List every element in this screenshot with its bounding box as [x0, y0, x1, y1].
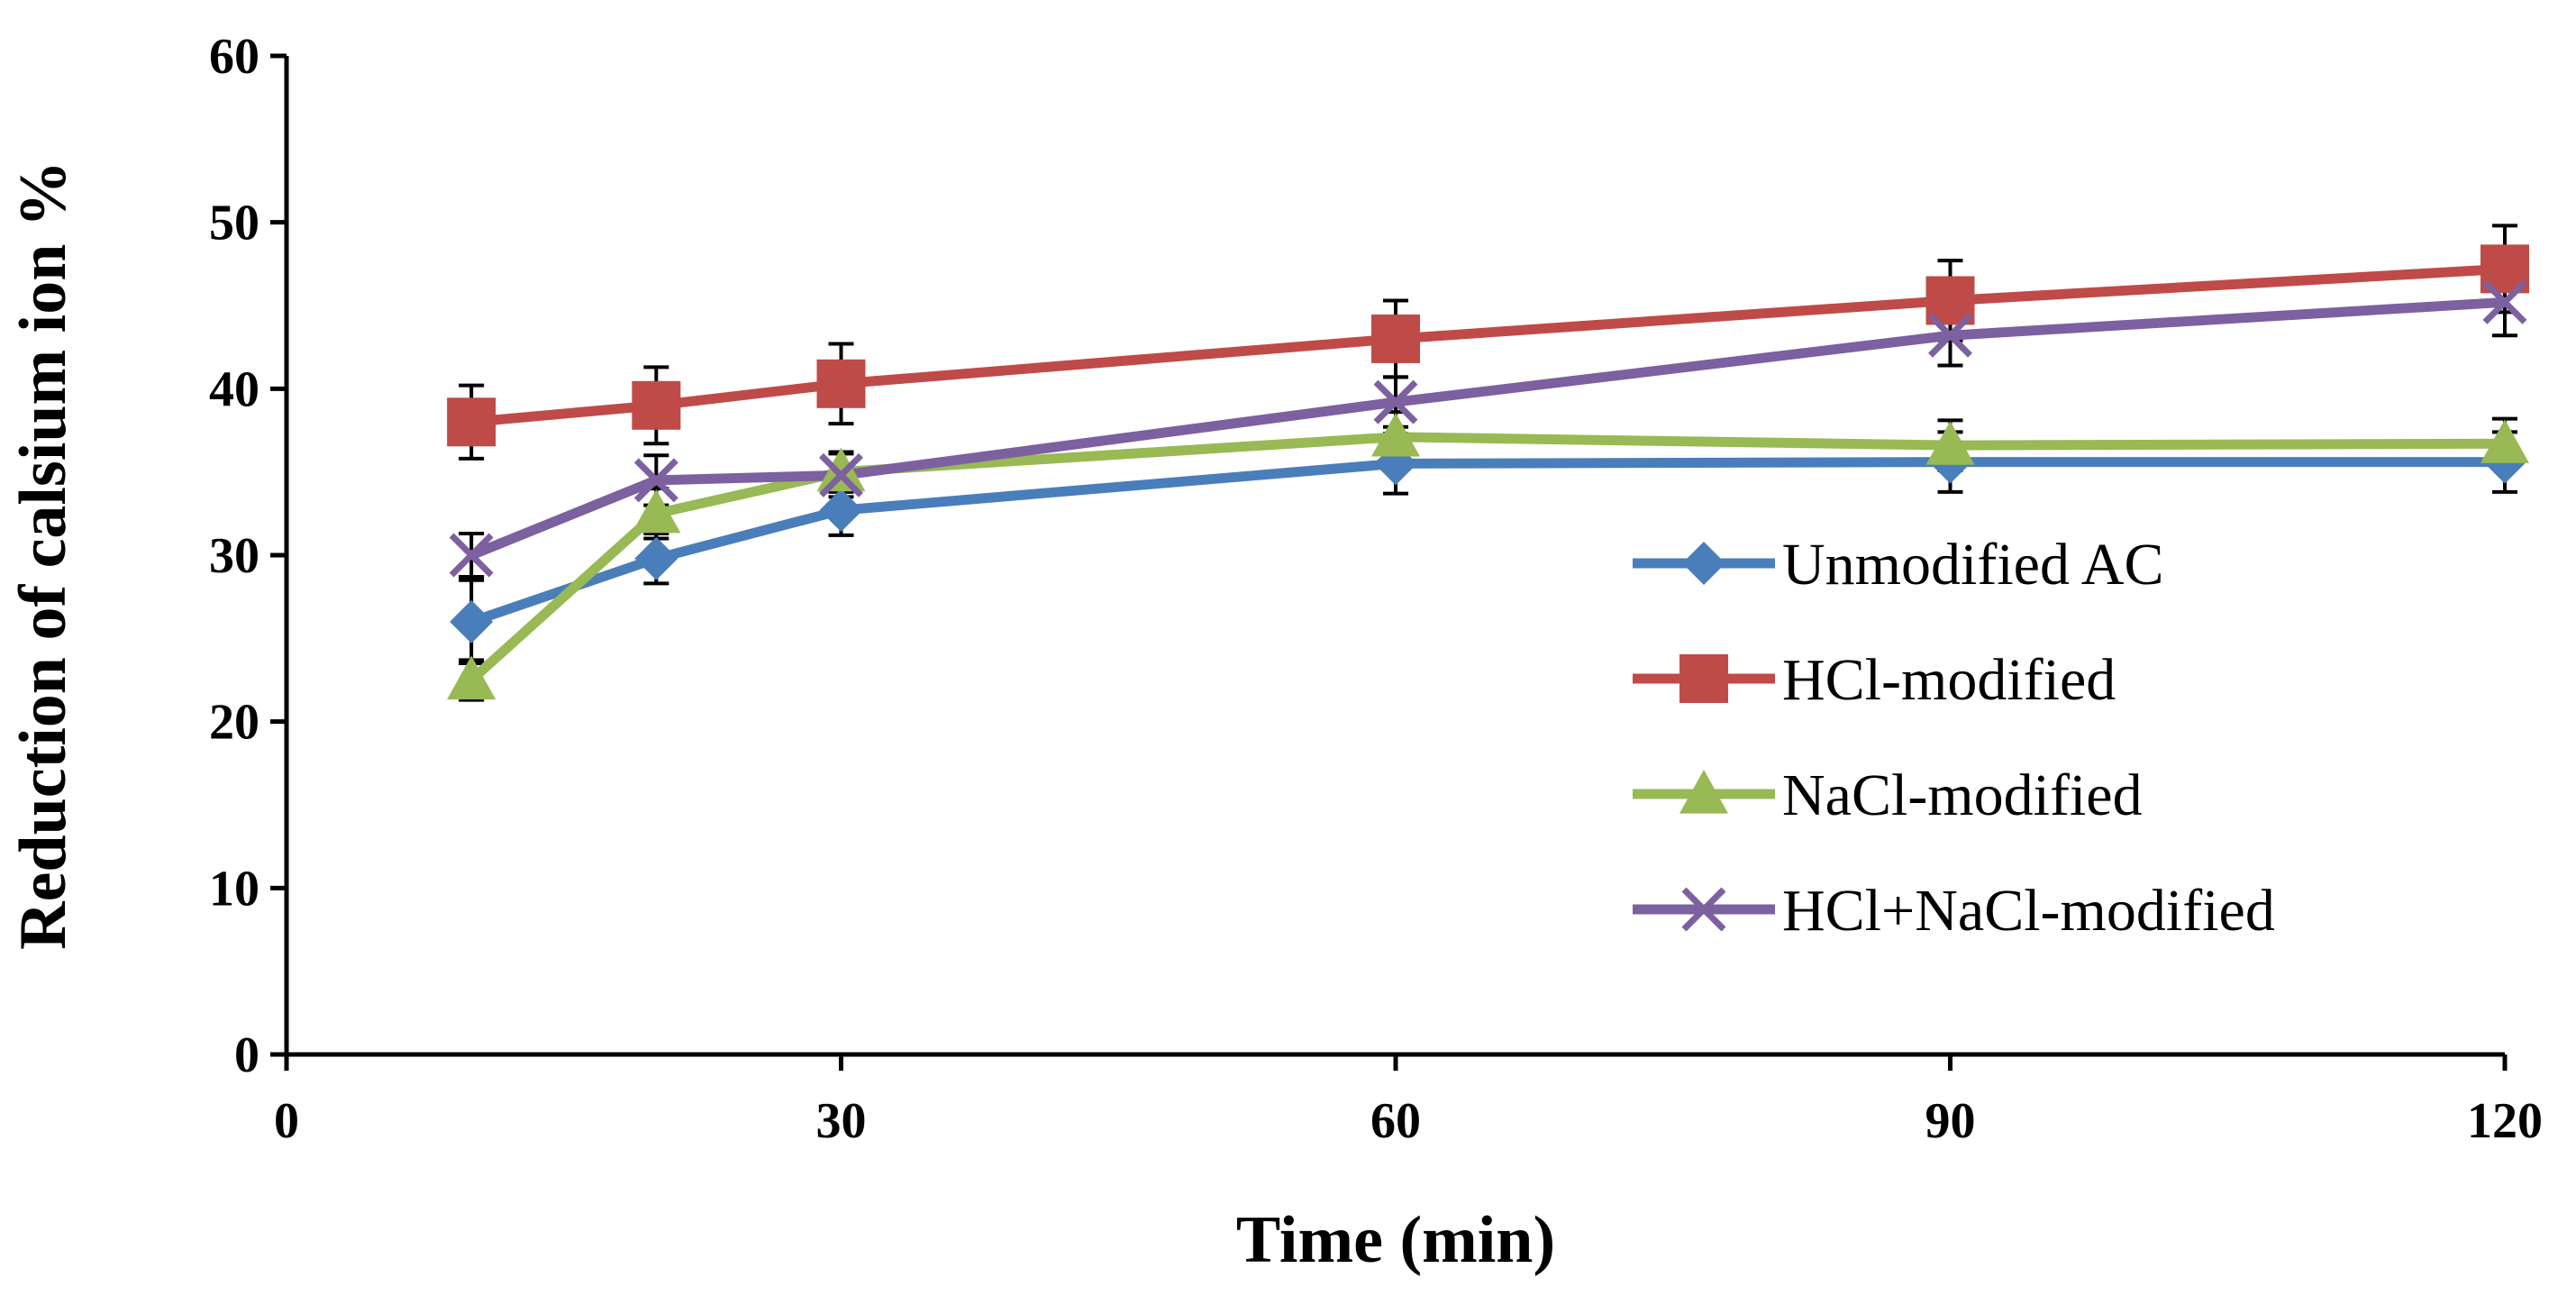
series-line-nacl-modified: [468, 432, 2506, 684]
data-point-hcl-modified: [1371, 314, 1420, 363]
data-point-hcl-modified: [816, 359, 866, 408]
legend: Unmodified AC HCl-modified NaCl-modified HC…: [1633, 532, 2275, 944]
legend-label: HCl+NaCl-modified: [1782, 878, 2275, 944]
y-axis-title: Reduction of calsium ion %: [6, 160, 80, 950]
x-axis-title: Time (min): [1236, 1203, 1555, 1277]
data-point-nacl-modified: [816, 447, 866, 492]
series-line-hcl-modified: [470, 263, 2506, 427]
data-point-hcl-modified: [632, 380, 681, 430]
data-point-unmodified-ac: [1374, 442, 1417, 486]
data-point-hcl-nacl-modified: [819, 452, 863, 497]
data-point-hcl-nacl-modified-stroke: [819, 452, 863, 497]
legend-item-nacl-modified: NaCl-modified: [1633, 762, 2143, 828]
data-point-unmodified-ac: [450, 599, 494, 643]
y-tick-label: 20: [209, 695, 259, 751]
data-point-hcl-nacl-modified-stroke: [2482, 279, 2527, 324]
legend-item-unmodified-ac: Unmodified AC: [1633, 532, 2164, 598]
data-point-hcl-nacl-modified-stroke: [449, 533, 494, 578]
y-tick-label: 60: [209, 29, 259, 85]
x-tick-label: 0: [274, 1093, 299, 1149]
legend-marker: [1679, 770, 1728, 814]
series-lines: [468, 263, 2506, 684]
data-point-nacl-modified: [1371, 412, 1420, 457]
legend-label: NaCl-modified: [1782, 762, 2143, 828]
axis-ticks: 0 10 20 30 40 50 60 0 30 60 90 120: [209, 29, 2543, 1149]
data-point-nacl-modified: [2480, 419, 2529, 463]
y-tick-label: 40: [209, 361, 259, 417]
legend-item-hcl-modified: HCl-modified: [1633, 647, 2116, 713]
data-point-hcl-nacl-modified: [449, 533, 494, 578]
series-line-unmodified-ac: [469, 457, 2505, 627]
legend-label: HCl-modified: [1782, 647, 2116, 713]
data-point-hcl-nacl-modified-stroke: [633, 458, 678, 503]
data-point-nacl-modified: [447, 655, 496, 700]
data-point-hcl-modified: [447, 397, 496, 447]
x-tick-label: 30: [816, 1093, 867, 1149]
data-point-hcl-nacl-modified: [2482, 279, 2527, 324]
x-tick-label: 90: [1925, 1093, 1976, 1149]
data-point-nacl-modified: [1925, 421, 1975, 465]
data-point-unmodified-ac: [819, 488, 863, 533]
legend-marker-stroke: [1681, 887, 1726, 932]
x-tick-label: 60: [1370, 1093, 1421, 1149]
data-point-hcl-nacl-modified-stroke: [1373, 379, 1418, 424]
legend-marker: [1679, 654, 1728, 703]
y-tick-label: 10: [209, 861, 259, 917]
data-point-unmodified-ac: [634, 536, 678, 580]
data-point-hcl-nacl-modified: [633, 458, 678, 503]
x-tick-label: 120: [2467, 1093, 2543, 1149]
series-markers: [447, 244, 2529, 700]
legend-marker: [1681, 887, 1726, 932]
y-tick-label: 50: [209, 196, 259, 251]
series-line-hcl-nacl-modified: [469, 297, 2506, 561]
data-point-hcl-nacl-modified-stroke: [1928, 313, 1972, 358]
data-point-hcl-nacl-modified: [1373, 379, 1418, 424]
y-tick-label: 0: [234, 1027, 259, 1083]
legend-item-hcl-nacl-modified: HCl+NaCl-modified: [1633, 878, 2275, 944]
legend-marker: [1682, 542, 1725, 585]
legend-label: Unmodified AC: [1782, 532, 2164, 598]
y-tick-label: 30: [209, 528, 259, 584]
data-point-nacl-modified: [632, 488, 681, 534]
data-point-hcl-nacl-modified: [1928, 313, 1972, 358]
